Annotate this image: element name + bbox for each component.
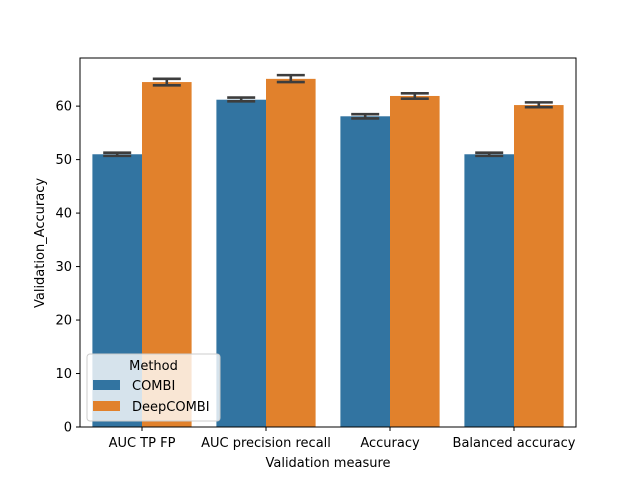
y-axis-label: Validation_Accuracy	[33, 178, 48, 308]
legend-swatch-deepcombi	[93, 401, 120, 411]
bar-combi-balanced-accuracy	[464, 154, 514, 427]
legend-swatch-combi	[93, 380, 120, 390]
x-tick-label-auc-tp-fp: AUC TP FP	[109, 436, 176, 451]
legend-title: Method	[129, 359, 178, 374]
y-tick-label-10: 10	[55, 367, 72, 382]
bar-deepcombi-accuracy	[390, 95, 440, 427]
x-tick-label-accuracy: Accuracy	[360, 436, 420, 451]
y-tick-label-30: 30	[55, 260, 72, 275]
y-axis: 0 10 20 30 40 50 60	[55, 100, 80, 436]
error-bars-layer	[103, 73, 553, 158]
legend-label-combi: COMBI	[132, 379, 175, 394]
y-tick-label-20: 20	[55, 314, 72, 329]
y-tick-label-0: 0	[64, 421, 72, 436]
error-bar-combi-auc-precision-recall	[227, 96, 256, 103]
y-tick-label-50: 50	[55, 153, 72, 168]
x-tick-label-auc-precision-recall: AUC precision recall	[201, 436, 331, 451]
error-bar-deepcombi-balanced-accuracy	[524, 101, 553, 109]
error-bar-deepcombi-accuracy	[400, 91, 429, 100]
bar-deepcombi-balanced-accuracy	[514, 105, 564, 428]
error-bar-deepcombi-auc-tp-fp	[152, 77, 181, 87]
legend: Method COMBI DeepCOMBI	[86, 353, 221, 422]
bar-deepcombi-auc-precision-recall	[266, 78, 316, 428]
legend-label-deepcombi: DeepCOMBI	[132, 400, 210, 415]
error-bar-combi-auc-tp-fp	[103, 151, 132, 158]
y-tick-label-40: 40	[55, 207, 72, 222]
x-axis: AUC TP FP AUC precision recall Accuracy Bal…	[109, 427, 576, 451]
x-tick-label-balanced-accuracy: Balanced accuracy	[453, 436, 576, 451]
plot-frame	[79, 57, 577, 428]
y-tick-label-60: 60	[55, 100, 72, 115]
x-axis-label: Validation measure	[265, 456, 390, 471]
legend-frame	[86, 353, 221, 422]
bar-combi-accuracy	[340, 116, 390, 427]
error-bar-deepcombi-auc-precision-recall	[276, 73, 305, 84]
error-bar-combi-accuracy	[351, 112, 380, 120]
bar-combi-auc-precision-recall	[216, 99, 266, 427]
bars-layer	[92, 78, 564, 428]
error-bar-combi-balanced-accuracy	[475, 151, 504, 158]
